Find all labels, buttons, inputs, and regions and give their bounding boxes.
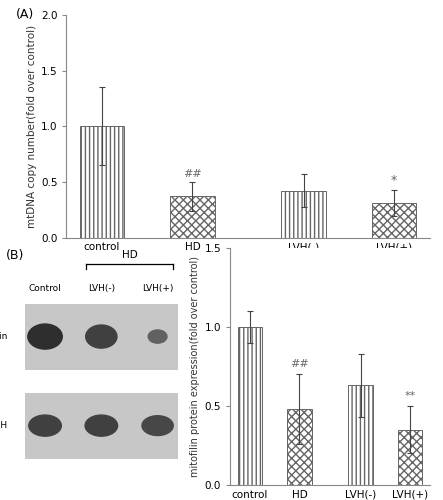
- Ellipse shape: [142, 416, 173, 436]
- Text: ##: ##: [183, 168, 202, 178]
- Bar: [372, 203, 416, 237]
- Bar: [25, 392, 178, 458]
- Text: **: **: [404, 391, 416, 401]
- Bar: [237, 326, 262, 485]
- Text: *: *: [391, 174, 397, 188]
- Text: HD: HD: [121, 250, 137, 260]
- Text: LVH(+): LVH(+): [142, 284, 173, 293]
- Y-axis label: mitofilin protein expression(fold over control): mitofilin protein expression(fold over c…: [190, 256, 200, 477]
- Bar: [25, 304, 178, 370]
- Text: (B): (B): [6, 249, 24, 262]
- Bar: [80, 126, 124, 238]
- Bar: [170, 196, 215, 237]
- Text: Mitofilin: Mitofilin: [0, 332, 8, 341]
- Bar: [287, 409, 311, 485]
- Text: GAPDH: GAPDH: [0, 421, 8, 430]
- Y-axis label: mtDNA copy number(fold over control): mtDNA copy number(fold over control): [27, 24, 37, 228]
- Bar: [348, 385, 373, 485]
- Ellipse shape: [28, 324, 62, 349]
- Bar: [398, 430, 422, 485]
- Text: (A): (A): [16, 8, 34, 22]
- Ellipse shape: [85, 415, 117, 436]
- Text: Control: Control: [29, 284, 62, 293]
- Ellipse shape: [148, 330, 167, 343]
- Text: ##: ##: [290, 360, 309, 370]
- Ellipse shape: [29, 415, 61, 436]
- Bar: [281, 191, 326, 238]
- Ellipse shape: [85, 325, 117, 348]
- Text: LVH(-): LVH(-): [88, 284, 115, 293]
